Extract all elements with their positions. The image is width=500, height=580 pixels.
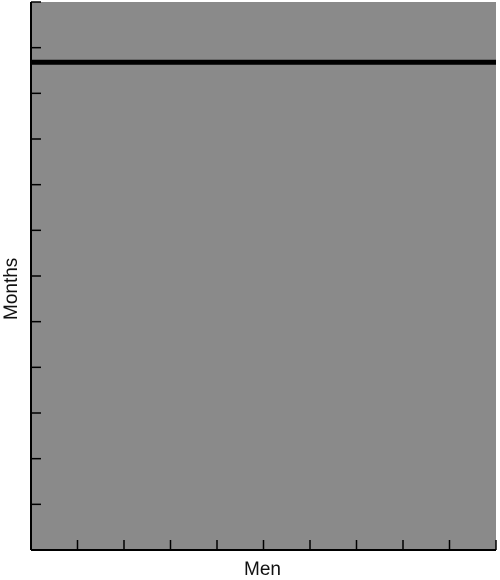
x-axis-title: Men <box>244 559 281 580</box>
tick-marks <box>31 1 497 550</box>
y-axis-title: Months <box>1 257 22 320</box>
plot-background <box>31 2 496 550</box>
